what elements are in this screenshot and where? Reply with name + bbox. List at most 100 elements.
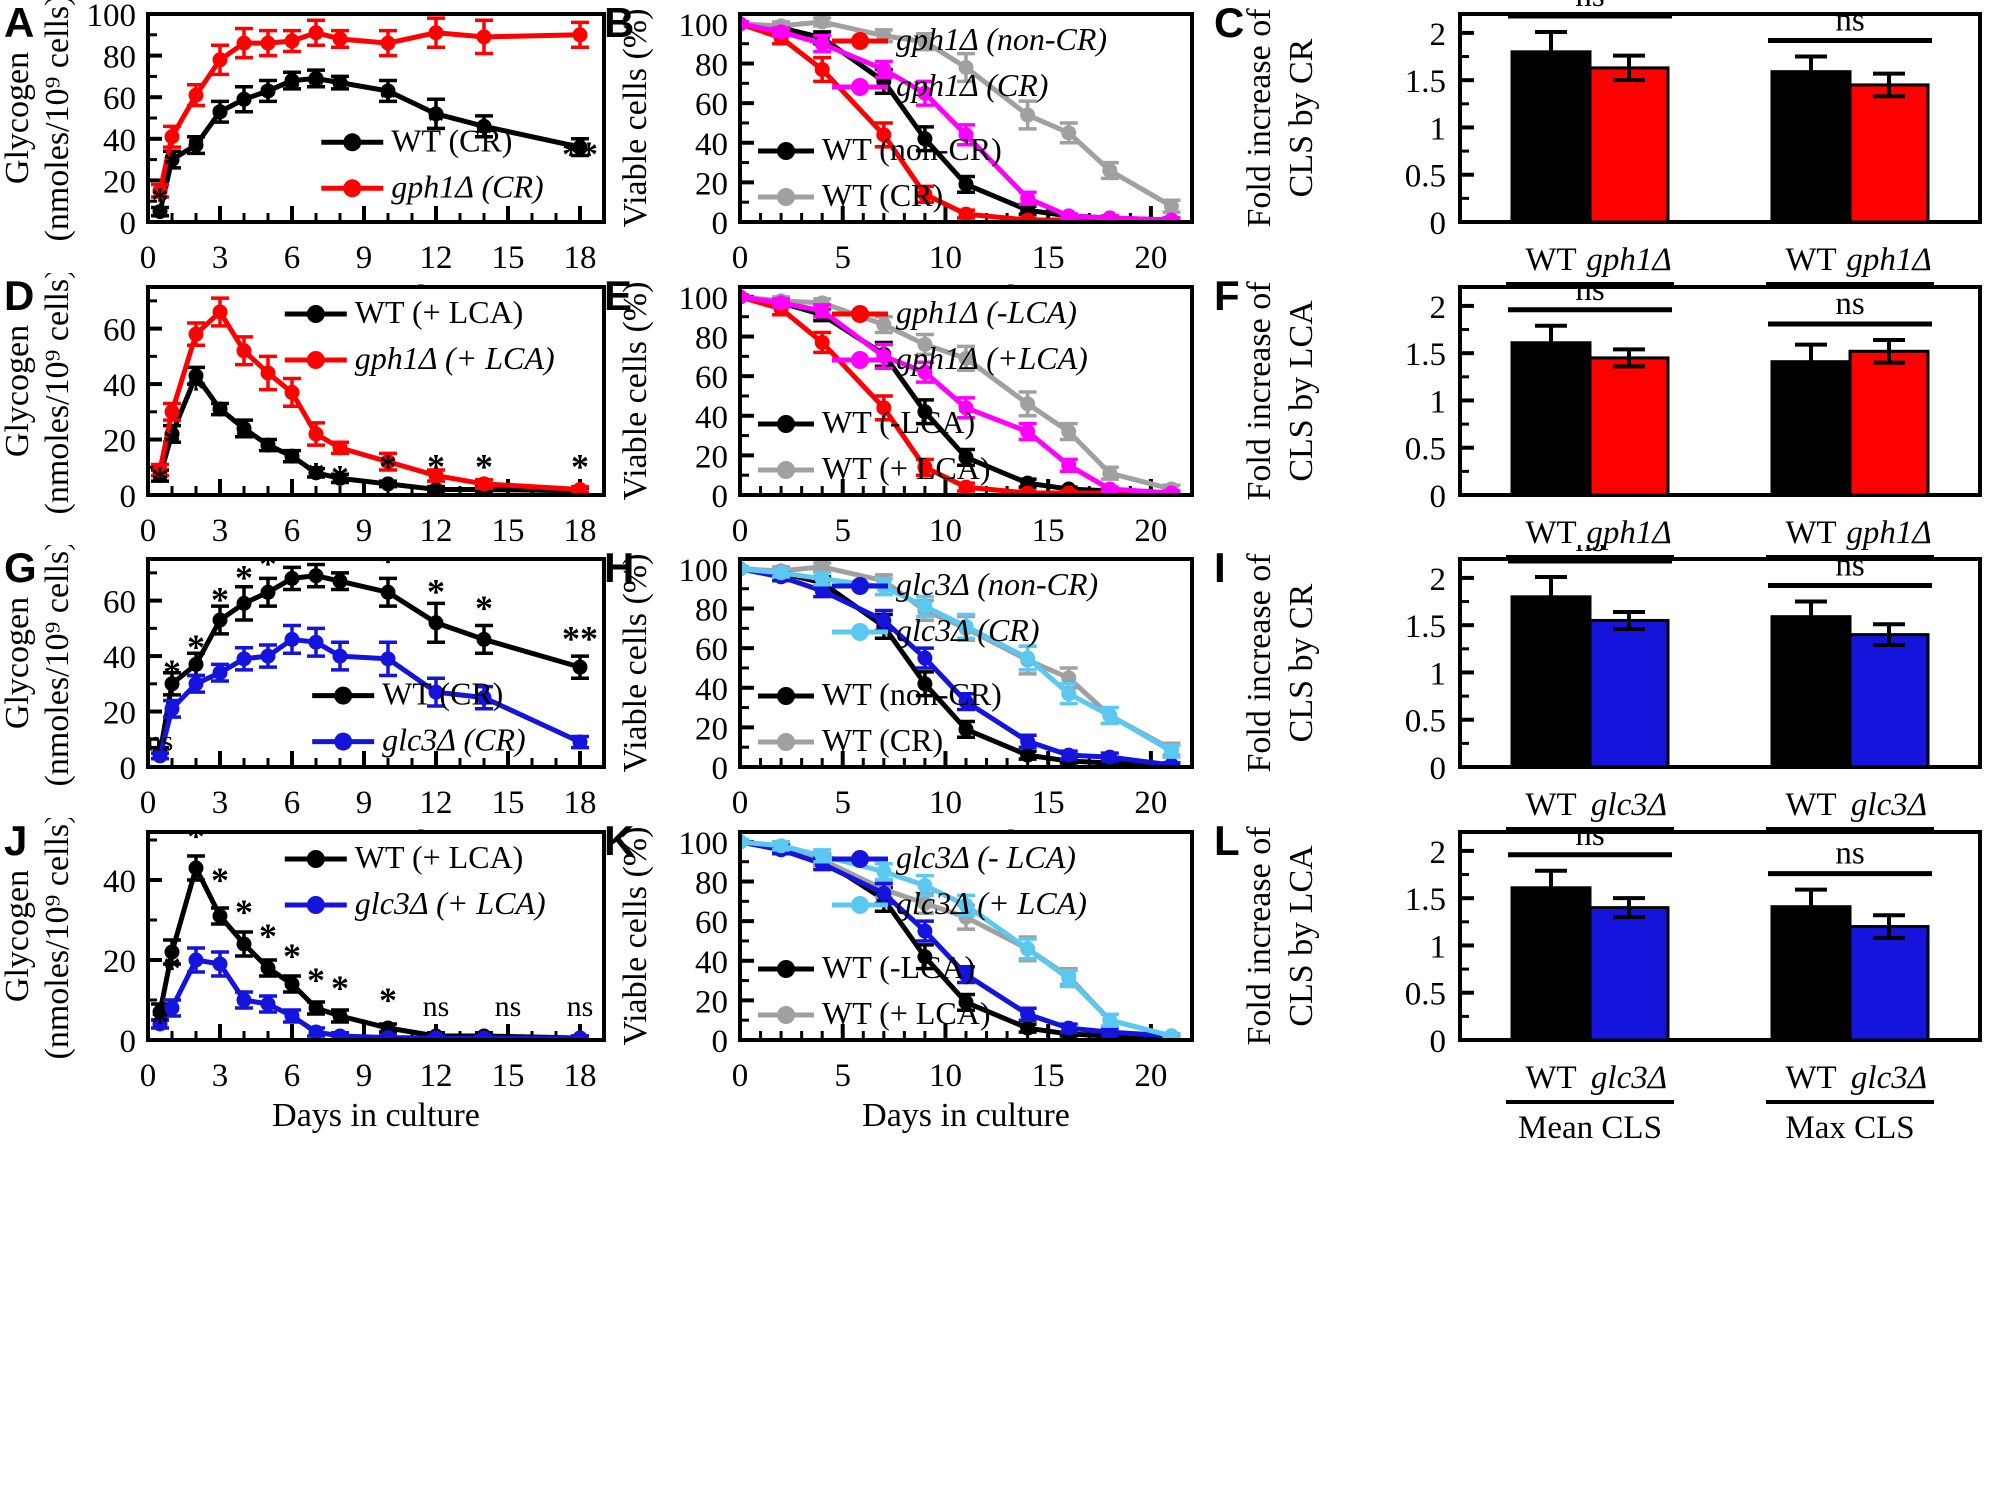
significance-marker: * [283,441,301,481]
legend-label: glc3Δ (CR) [896,612,1040,648]
data-point [917,186,933,202]
significance-marker: * [235,416,253,456]
significance-marker: * [163,144,181,184]
y-axis-title: Fold increase of CLS by LCA [1241,281,1320,501]
x-tick-label: 15 [492,240,525,276]
y-tick-label: 40 [695,672,728,708]
ns-marker: ns [567,990,594,1023]
data-point [332,648,348,664]
data-point [958,206,974,220]
y-axis-title-line1: Glycogen [0,325,36,457]
group-title: Max CLS [1785,1110,1914,1146]
data-point [958,350,974,366]
y-axis-title-line2: (nmoles/10⁹ cells) [39,273,76,514]
legend-label: WT (non-CR) [822,676,1002,712]
data-point [958,994,974,1010]
x-tick-label: 0 [732,785,749,821]
y-tick-label: 20 [103,164,136,200]
data-point [236,651,252,667]
data-point [260,365,276,381]
y-tick-label: 0 [712,479,729,515]
data-point [958,897,974,913]
significance-marker: * [163,421,181,461]
series-line [742,839,1172,1038]
y-tick-label: 40 [695,127,728,163]
bar-category-label: gph1Δ [1846,242,1931,278]
y-axis-title: Viable cells (%) [617,827,654,1046]
data-point [212,52,228,68]
data-point [380,584,396,600]
data-point [164,404,180,420]
panel-letter-g: G [4,544,37,591]
panel-j-plot: 0 20 40 0 3 6 9 12 15 18 Days in culture Glycogen (n… [0,818,606,1134]
significance-marker: * [163,948,181,988]
x-tick-label: 20 [1134,240,1167,276]
panel-i: I 0 0.5 1 1.5 2 Fold increase of CLS by CR WT glc… [1210,545,2000,880]
significance-label: ns [1835,836,1864,872]
data-point [876,61,892,77]
data-point [380,651,396,667]
x-tick-label: 5 [834,785,851,821]
data-point [284,73,300,89]
y-axis-title: Fold increase of CLS by LCA [1241,826,1320,1046]
data-point [188,368,204,384]
x-axis-title: Days in culture [862,1097,1070,1134]
legend-label: gph1Δ (+ LCA) [355,340,555,376]
data-point [476,690,492,706]
y-tick-label: 0 [1430,751,1447,787]
data-point [917,877,933,893]
data-point [236,595,252,611]
x-tick-label: 0 [732,1058,749,1094]
legend-marker [851,305,869,323]
data-point [164,701,180,717]
y-axis-title-line2: CLS by CR [1283,583,1320,742]
significance-marker: * [211,96,229,136]
data-point [1163,485,1179,493]
significance-label: ns [1575,0,1604,14]
legend-label: gph1Δ (-LCA) [896,294,1077,330]
legend-marker [306,850,325,868]
x-tick-label: 0 [140,240,157,276]
legend-label: gph1Δ (CR) [391,168,543,204]
plot-frame [146,830,606,1042]
panel-letter-a: A [4,0,35,46]
significance-marker: * [427,571,445,611]
data-point [164,676,180,692]
bar [1848,925,1930,1042]
data-point [1061,125,1077,141]
y-tick-label: 1.5 [1405,337,1446,373]
y-tick-label: 80 [695,321,728,357]
x-tick-label: 5 [834,513,851,549]
significance-label: ns [1575,818,1604,853]
significance-marker: * [235,558,253,598]
data-point [152,748,168,764]
data-point [876,400,892,416]
y-tick-label: 60 [103,81,136,117]
data-point [742,834,748,850]
significance-marker: * [379,446,397,486]
y-axis-title: Glycogen (nmoles/10⁹ cells) [0,545,76,786]
data-point [1061,686,1077,702]
y-axis-title-line1: Glycogen [0,870,36,1002]
legend: WT (+ LCA) gph1Δ (+ LCA) [284,294,555,376]
legend: WT (-LCA) WT (+ LCA) glc3Δ (- LCA) glc3Δ (+… [758,839,1087,1031]
bar-category-label: gph1Δ [1586,515,1671,551]
data-point [917,650,933,666]
significance-marker: * [151,180,169,220]
data-point [1102,162,1118,178]
panel-letter-j: J [4,817,28,864]
significance-label: ns [1835,548,1864,584]
y-axis-title: Glycogen (nmoles/10⁹ cells) [0,818,76,1059]
panel-letter-l: L [1214,817,1240,864]
x-tick-label: 20 [1134,785,1167,821]
data-point [876,317,892,333]
data-point [1163,757,1179,765]
data-point [332,440,348,456]
y-tick-label: 1.5 [1405,64,1446,100]
data-point [1102,749,1118,765]
data-point [188,952,204,968]
bar-category-label: gph1Δ [1586,242,1671,278]
x-tick-label: 3 [212,513,229,549]
bar-category-label: glc3Δ [1591,1060,1667,1096]
data-point [332,573,348,589]
